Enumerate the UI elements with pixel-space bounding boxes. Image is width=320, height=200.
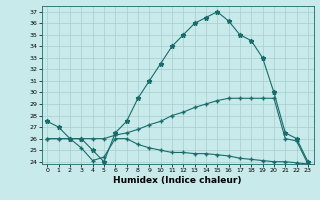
X-axis label: Humidex (Indice chaleur): Humidex (Indice chaleur) [113,176,242,185]
